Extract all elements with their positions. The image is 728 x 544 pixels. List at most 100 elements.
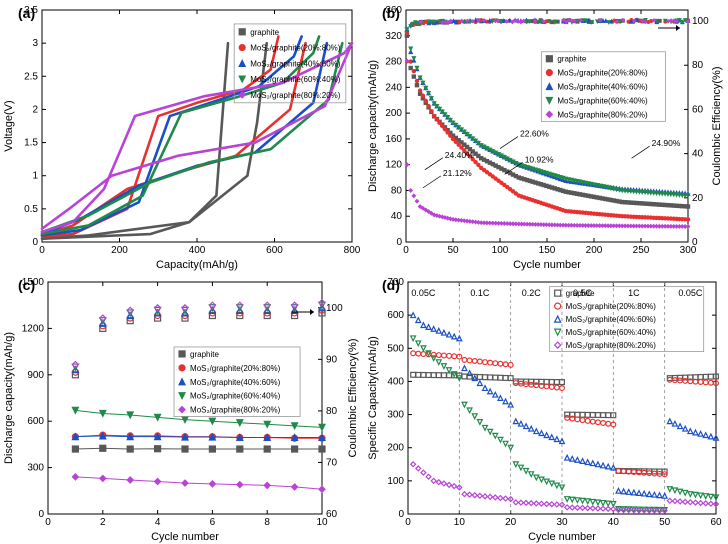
svg-text:60: 60 xyxy=(692,104,704,115)
svg-text:graphite: graphite xyxy=(190,350,219,359)
panel-d: 01020304050600100200300400500600700Cycle… xyxy=(364,272,728,544)
svg-text:22.60%: 22.60% xyxy=(520,129,549,139)
svg-text:Coulombic Efficiency(%): Coulombic Efficiency(%) xyxy=(711,66,723,185)
svg-text:2.5: 2.5 xyxy=(24,71,38,82)
svg-text:(c): (c) xyxy=(18,277,35,293)
svg-text:0: 0 xyxy=(403,245,409,256)
svg-text:3: 3 xyxy=(32,38,38,49)
svg-text:(b): (b) xyxy=(382,5,400,21)
svg-text:50: 50 xyxy=(659,517,671,528)
svg-text:6: 6 xyxy=(210,517,216,528)
svg-text:240: 240 xyxy=(385,82,402,93)
svg-text:0: 0 xyxy=(396,237,402,248)
svg-text:0.05C: 0.05C xyxy=(411,288,436,298)
svg-text:60: 60 xyxy=(710,517,722,528)
svg-text:1: 1 xyxy=(32,171,38,182)
svg-text:0.2C: 0.2C xyxy=(522,288,542,298)
svg-text:graphite: graphite xyxy=(250,28,279,37)
panel-c: 024681003006009001200150060708090100Cycl… xyxy=(0,272,364,544)
svg-text:Coulombic Efficiency(%): Coulombic Efficiency(%) xyxy=(347,338,359,457)
svg-text:MoS₂/graphite(40%:60%): MoS₂/graphite(40%:60%) xyxy=(190,378,281,387)
svg-text:600: 600 xyxy=(27,416,44,427)
svg-text:80: 80 xyxy=(692,60,704,71)
svg-text:MoS₂/graphite(60%:40%): MoS₂/graphite(60%:40%) xyxy=(557,96,648,105)
svg-text:MoS₂/graphite(80%:20%): MoS₂/graphite(80%:20%) xyxy=(190,406,281,415)
svg-text:10: 10 xyxy=(454,517,466,528)
svg-text:MoS₂/graphite(40%:60%): MoS₂/graphite(40%:60%) xyxy=(566,315,657,324)
svg-text:400: 400 xyxy=(387,376,404,387)
panel-b: 0501001502002503000408012016020024028032… xyxy=(364,0,728,272)
svg-text:100: 100 xyxy=(692,16,709,27)
svg-text:40: 40 xyxy=(692,149,704,160)
svg-text:MoS₂/graphite(40%:60%): MoS₂/graphite(40%:60%) xyxy=(557,83,648,92)
svg-text:MoS₂/graphite(60%:40%): MoS₂/graphite(60%:40%) xyxy=(250,75,341,84)
svg-text:20: 20 xyxy=(505,517,517,528)
svg-text:MoS₂/graphite(60%:40%): MoS₂/graphite(60%:40%) xyxy=(190,392,281,401)
svg-text:4: 4 xyxy=(155,517,161,528)
svg-text:200: 200 xyxy=(385,108,402,119)
svg-text:graphite: graphite xyxy=(566,289,595,298)
svg-text:Discharge capacity(mAh/g): Discharge capacity(mAh/g) xyxy=(367,60,379,192)
svg-text:MoS₂/graphite(20%:80%): MoS₂/graphite(20%:80%) xyxy=(557,69,648,78)
svg-text:800: 800 xyxy=(344,245,361,256)
svg-text:MoS₂/graphite(80%:20%): MoS₂/graphite(80%:20%) xyxy=(557,110,648,119)
svg-text:2: 2 xyxy=(32,104,38,115)
svg-text:0: 0 xyxy=(39,245,45,256)
svg-text:21.12%: 21.12% xyxy=(443,168,472,178)
svg-text:1C: 1C xyxy=(628,288,640,298)
svg-text:160: 160 xyxy=(385,134,402,145)
svg-text:60: 60 xyxy=(326,509,338,520)
svg-text:1.5: 1.5 xyxy=(24,138,38,149)
svg-text:120: 120 xyxy=(385,160,402,171)
svg-text:90: 90 xyxy=(326,354,338,365)
svg-text:0.5: 0.5 xyxy=(24,204,38,215)
svg-text:Cycle number: Cycle number xyxy=(513,259,581,271)
svg-text:0: 0 xyxy=(32,237,38,248)
svg-text:24.40%: 24.40% xyxy=(445,150,474,160)
svg-text:24.90%: 24.90% xyxy=(652,138,681,148)
panel-a: 020040060080000.511.522.533.5Capacity(mA… xyxy=(0,0,364,272)
svg-text:MoS₂/graphite(20%:80%): MoS₂/graphite(20%:80%) xyxy=(250,44,341,53)
svg-text:300: 300 xyxy=(27,463,44,474)
svg-text:40: 40 xyxy=(608,517,620,528)
svg-text:0: 0 xyxy=(398,509,404,520)
svg-text:(d): (d) xyxy=(382,277,400,293)
svg-text:0: 0 xyxy=(38,509,44,520)
svg-text:320: 320 xyxy=(385,31,402,42)
svg-text:300: 300 xyxy=(387,410,404,421)
svg-text:40: 40 xyxy=(391,211,403,222)
svg-text:Cycle number: Cycle number xyxy=(151,531,219,543)
svg-text:1200: 1200 xyxy=(22,323,45,334)
svg-text:Discharge capacity(mAh/g): Discharge capacity(mAh/g) xyxy=(3,332,15,464)
svg-text:8: 8 xyxy=(264,517,270,528)
svg-text:10.92%: 10.92% xyxy=(525,154,554,164)
svg-text:Cycle number: Cycle number xyxy=(528,531,596,543)
svg-text:0: 0 xyxy=(692,237,698,248)
svg-text:280: 280 xyxy=(385,57,402,68)
svg-text:0: 0 xyxy=(405,517,411,528)
svg-text:150: 150 xyxy=(539,245,556,256)
svg-text:20: 20 xyxy=(692,193,704,204)
svg-text:400: 400 xyxy=(189,245,206,256)
svg-text:graphite: graphite xyxy=(557,55,586,64)
svg-text:2: 2 xyxy=(100,517,106,528)
svg-text:50: 50 xyxy=(447,245,459,256)
svg-text:MoS₂/graphite(80%:20%): MoS₂/graphite(80%:20%) xyxy=(566,341,657,350)
svg-text:200: 200 xyxy=(586,245,603,256)
svg-text:100: 100 xyxy=(492,245,509,256)
svg-text:MoS₂/graphite(60%:40%): MoS₂/graphite(60%:40%) xyxy=(566,328,657,337)
svg-text:500: 500 xyxy=(387,343,404,354)
svg-text:200: 200 xyxy=(387,443,404,454)
svg-text:70: 70 xyxy=(326,457,338,468)
svg-text:0.1C: 0.1C xyxy=(470,288,490,298)
svg-text:900: 900 xyxy=(27,370,44,381)
svg-text:0: 0 xyxy=(45,517,51,528)
svg-text:MoS₂/graphite(40%:60%): MoS₂/graphite(40%:60%) xyxy=(250,59,341,68)
svg-text:30: 30 xyxy=(556,517,568,528)
svg-text:0.05C: 0.05C xyxy=(678,288,703,298)
svg-text:MoS₂/graphite(20%:80%): MoS₂/graphite(20%:80%) xyxy=(566,302,657,311)
svg-text:80: 80 xyxy=(391,185,403,196)
svg-text:Specific Capacity(mAh/g): Specific Capacity(mAh/g) xyxy=(367,336,379,460)
chart-grid: 020040060080000.511.522.533.5Capacity(mA… xyxy=(0,0,728,544)
svg-text:MoS₂/graphite(20%:80%): MoS₂/graphite(20%:80%) xyxy=(190,364,281,373)
